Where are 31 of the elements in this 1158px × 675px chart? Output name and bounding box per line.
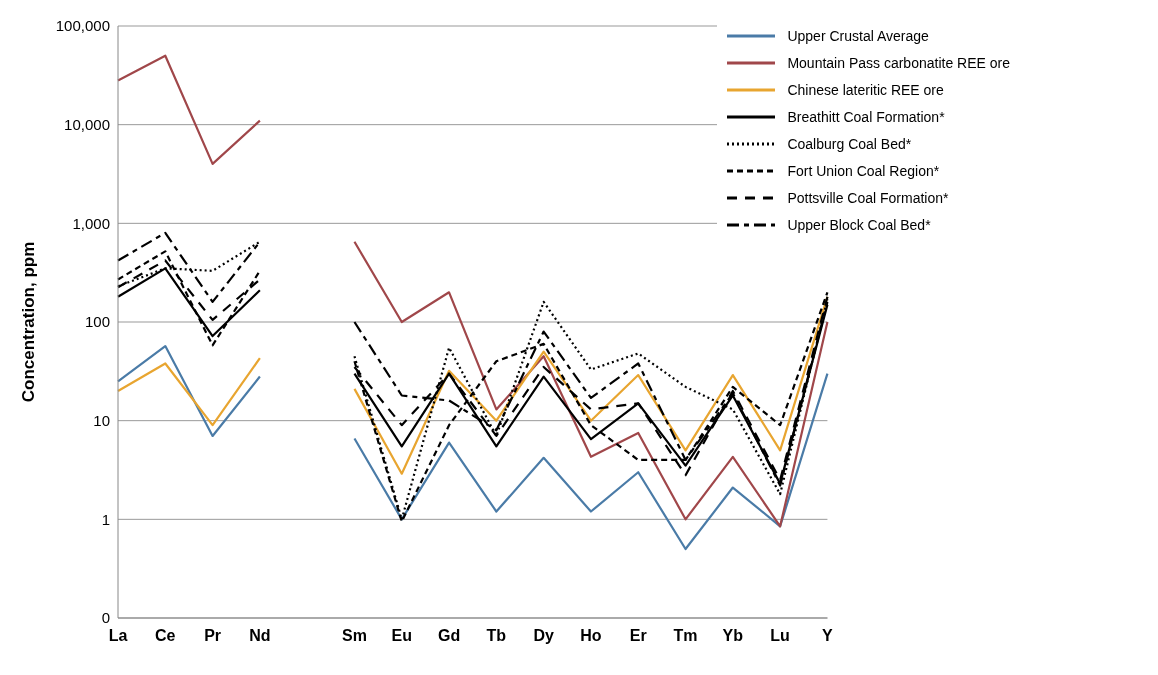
- y-tick-label: 100: [84, 313, 110, 331]
- x-tick-label: Nd: [249, 627, 271, 645]
- legend-label: Mountain Pass carbonatite REE ore: [787, 54, 1010, 71]
- legend-label: Upper Crustal Average: [787, 27, 929, 44]
- x-tick-label: Y: [822, 627, 834, 645]
- x-tick-label: Er: [629, 627, 647, 645]
- legend-label: Chinese lateritic REE ore: [787, 81, 944, 98]
- y-tick-label: 10,000: [64, 115, 110, 133]
- y-axis-title: Concentration, ppm: [19, 241, 39, 403]
- x-tick-label: La: [108, 627, 128, 645]
- x-tick-label: Eu: [391, 627, 412, 645]
- y-tick-label: 0: [101, 609, 110, 627]
- x-tick-label: Yb: [722, 627, 744, 645]
- x-tick-label: Sm: [342, 627, 367, 645]
- y-tick-label: 100,000: [55, 17, 110, 35]
- legend-label: Coalburg Coal Bed*: [787, 135, 912, 152]
- legend-label: Fort Union Coal Region*: [787, 162, 940, 179]
- x-tick-label: Tm: [673, 627, 698, 645]
- x-tick-label: Pr: [204, 627, 222, 645]
- legend-label: Upper Block Coal Bed*: [787, 216, 931, 233]
- x-tick-label: Tb: [486, 627, 507, 645]
- y-tick-label: 1: [101, 510, 110, 528]
- y-tick-label: 1,000: [72, 214, 110, 232]
- x-tick-label: Dy: [533, 627, 554, 645]
- x-tick-label: Ce: [155, 627, 176, 645]
- legend-label: Pottsville Coal Formation*: [787, 189, 949, 206]
- x-tick-label: Gd: [437, 627, 461, 645]
- legend-label: Breathitt Coal Formation*: [787, 108, 945, 125]
- x-tick-label: Lu: [770, 627, 790, 645]
- y-tick-label: 10: [93, 411, 110, 429]
- x-tick-label: Ho: [580, 627, 602, 645]
